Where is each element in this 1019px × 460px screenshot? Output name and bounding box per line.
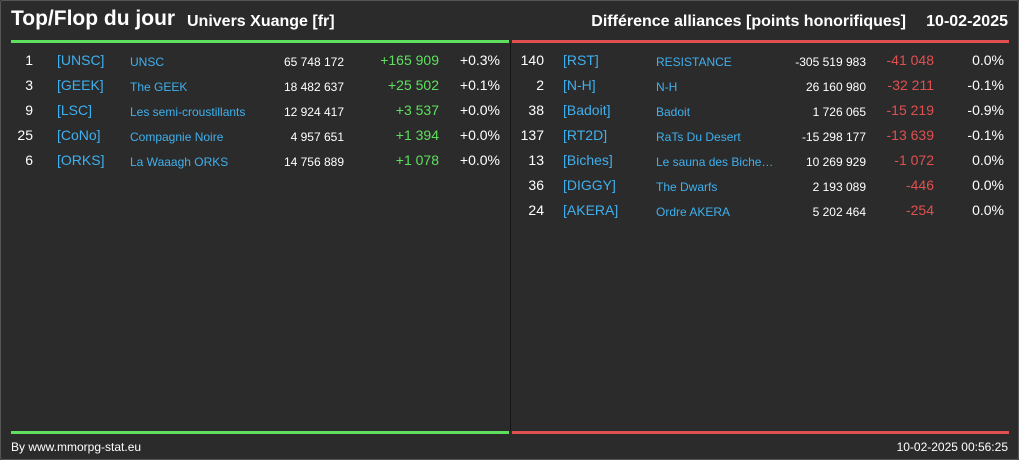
top-alliance-row: 25 [CoNo] Compagnie Noire 4 957 651 +1 394 +0… xyxy=(1,124,510,149)
percent-change: -0.1% xyxy=(967,127,1004,143)
alliance-rank: 38 xyxy=(528,102,544,118)
footer-timestamp: 10-02-2025 00:56:25 xyxy=(896,440,1008,454)
flop-alliance-row: 24 [AKERA] Ordre AKERA 5 202 464 -254 0.0% xyxy=(511,199,1018,224)
percent-change: +0.3% xyxy=(459,52,500,68)
alliance-rank: 9 xyxy=(25,102,33,118)
alliance-name-link[interactable]: Ordre AKERA xyxy=(656,205,731,219)
flop-alliance-row: 38 [Badoit] Badoit 1 726 065 -15 219 -0.9% xyxy=(511,99,1018,124)
alliance-name-link[interactable]: RESISTANCE xyxy=(656,55,732,69)
percent-change: 0.0% xyxy=(972,152,1004,168)
alliance-points: 18 482 637 xyxy=(283,80,344,94)
top-alliance-row: 9 [LSC] Les semi-croustillants 12 924 417 +3… xyxy=(1,99,510,124)
alliance-name-link[interactable]: N-H xyxy=(656,80,678,94)
alliance-tag-link[interactable]: [ORKS] xyxy=(57,152,105,168)
difference-label: Différence alliances [points honorifique… xyxy=(591,13,906,30)
points-delta: -13 639 xyxy=(886,127,934,143)
points-delta: -41 048 xyxy=(886,52,934,68)
alliance-name-link[interactable]: Les semi-croustillants xyxy=(130,105,246,119)
alliance-name-link[interactable]: RaTs Du Desert xyxy=(656,130,741,144)
alliance-points: 10 269 929 xyxy=(805,155,866,169)
percent-change: 0.0% xyxy=(972,52,1004,68)
alliance-points: 2 193 089 xyxy=(812,180,866,194)
alliance-points: -15 298 177 xyxy=(801,130,866,144)
percent-change: +0.0% xyxy=(459,152,500,168)
alliance-points: 12 924 417 xyxy=(283,105,344,119)
alliance-tag-link[interactable]: [RT2D] xyxy=(563,127,608,143)
top-accent-bar-bottom xyxy=(11,431,509,434)
top-alliance-row: 1 [UNSC] UNSC 65 748 172 +165 909 +0.3% xyxy=(1,49,510,74)
points-delta: +165 909 xyxy=(380,52,439,68)
flop-accent-bar xyxy=(512,40,1009,43)
alliance-points: -305 519 983 xyxy=(795,55,866,69)
percent-change: 0.0% xyxy=(972,177,1004,193)
alliance-points: 14 756 889 xyxy=(283,155,344,169)
alliance-rank: 140 xyxy=(520,52,544,68)
flop-alliance-row: 13 [Biches] Le sauna des Biche… 10 269 929 -… xyxy=(511,149,1018,174)
top-accent-bar xyxy=(11,40,509,43)
percent-change: 0.0% xyxy=(972,202,1004,218)
panel-divider xyxy=(510,43,511,431)
alliance-tag-link[interactable]: [AKERA] xyxy=(563,202,619,218)
points-delta: +1 078 xyxy=(395,152,439,168)
alliance-tag-link[interactable]: [Biches] xyxy=(563,152,613,168)
alliance-tag-link[interactable]: [UNSC] xyxy=(57,52,105,68)
flop-alliance-row: 140 [RST] RESISTANCE -305 519 983 -41 048 0.0… xyxy=(511,49,1018,74)
flop-alliances-panel: 140 [RST] RESISTANCE -305 519 983 -41 048 0.0… xyxy=(511,49,1018,224)
alliance-name-link[interactable]: The Dwarfs xyxy=(656,180,718,194)
points-delta: -32 211 xyxy=(887,77,934,93)
source-link[interactable]: By www.mmorpg-stat.eu xyxy=(11,440,142,454)
percent-change: +0.0% xyxy=(459,102,500,118)
alliance-name-link[interactable]: Compagnie Noire xyxy=(130,130,224,144)
alliance-rank: 36 xyxy=(528,177,544,193)
alliance-tag-link[interactable]: [Badoit] xyxy=(563,102,611,118)
alliance-tag-link[interactable]: [N-H] xyxy=(563,77,596,93)
alliance-name-link[interactable]: UNSC xyxy=(130,55,165,69)
alliance-rank: 13 xyxy=(528,152,544,168)
alliance-tag-link[interactable]: [CoNo] xyxy=(57,127,101,143)
top-alliance-row: 3 [GEEK] The GEEK 18 482 637 +25 502 +0.1% xyxy=(1,74,510,99)
points-delta: -446 xyxy=(905,177,934,193)
universe-label: Univers Xuange [fr] xyxy=(187,13,335,30)
points-delta: -1 072 xyxy=(894,152,934,168)
alliance-rank: 137 xyxy=(520,127,544,143)
points-delta: -254 xyxy=(905,202,934,218)
top-alliances-panel: 1 [UNSC] UNSC 65 748 172 +165 909 +0.3% 3 [GEEK… xyxy=(1,49,510,174)
percent-change: +0.1% xyxy=(459,77,500,93)
top-alliance-row: 6 [ORKS] La Waaagh ORKS 14 756 889 +1 078 +0.… xyxy=(1,149,510,174)
alliance-tag-link[interactable]: [GEEK] xyxy=(57,77,104,93)
alliance-tag-link[interactable]: [RST] xyxy=(563,52,599,68)
alliance-rank: 25 xyxy=(17,127,33,143)
alliance-tag-link[interactable]: [DIGGY] xyxy=(563,177,616,193)
flop-accent-bar-bottom xyxy=(512,431,1009,434)
alliance-name-link[interactable]: The GEEK xyxy=(130,80,188,94)
alliance-tag-link[interactable]: [LSC] xyxy=(57,102,93,118)
alliance-name-link[interactable]: La Waaagh ORKS xyxy=(130,155,229,169)
flop-alliance-row: 36 [DIGGY] The Dwarfs 2 193 089 -446 0.0% xyxy=(511,174,1018,199)
page-title: Top/Flop du jour xyxy=(11,7,176,30)
alliance-points: 1 726 065 xyxy=(812,105,866,119)
flop-alliance-row: 2 [N-H] N-H 26 160 980 -32 211 -0.1% xyxy=(511,74,1018,99)
percent-change: +0.0% xyxy=(459,127,500,143)
alliance-points: 65 748 172 xyxy=(283,55,344,69)
alliance-rank: 2 xyxy=(536,77,544,93)
alliance-points: 5 202 464 xyxy=(812,205,866,219)
alliance-name-link[interactable]: Badoit xyxy=(656,105,691,119)
alliance-rank: 1 xyxy=(25,52,33,68)
percent-change: -0.1% xyxy=(967,77,1004,93)
points-delta: -15 219 xyxy=(886,102,934,118)
points-delta: +1 394 xyxy=(395,127,439,143)
alliance-rank: 24 xyxy=(528,202,544,218)
alliance-name-link[interactable]: Le sauna des Biche… xyxy=(656,155,774,169)
alliance-points: 26 160 980 xyxy=(805,80,866,94)
header-date: 10-02-2025 xyxy=(926,13,1008,30)
alliance-points: 4 957 651 xyxy=(290,130,344,144)
points-delta: +25 502 xyxy=(388,77,439,93)
alliance-rank: 3 xyxy=(25,77,33,93)
alliance-rank: 6 xyxy=(25,152,33,168)
flop-alliance-row: 137 [RT2D] RaTs Du Desert -15 298 177 -13 63… xyxy=(511,124,1018,149)
points-delta: +3 537 xyxy=(395,102,439,118)
percent-change: -0.9% xyxy=(967,102,1004,118)
